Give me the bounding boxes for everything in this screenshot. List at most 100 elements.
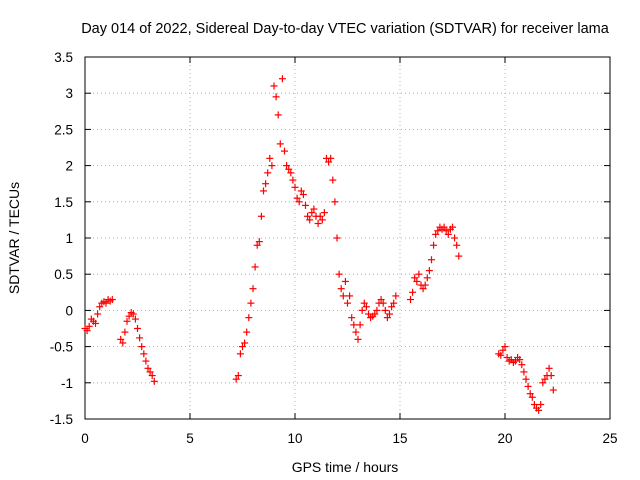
data-point (297, 187, 305, 195)
data-point (148, 372, 156, 380)
data-point (268, 162, 276, 170)
data-point (327, 154, 335, 162)
data-point (423, 274, 431, 282)
data-point (442, 227, 450, 235)
y-tick-label: 0 (65, 303, 73, 318)
data-point (272, 93, 280, 101)
y-tick-label: 0.5 (54, 267, 73, 282)
data-point (430, 241, 438, 249)
data-point (373, 306, 381, 314)
data-point (295, 198, 303, 206)
data-point (386, 310, 393, 318)
x-tick-label: 20 (497, 431, 512, 446)
data-point (232, 375, 240, 383)
data-point (121, 328, 129, 336)
data-point (547, 372, 555, 380)
data-point (503, 353, 511, 361)
data-point (274, 111, 282, 119)
plot-frame (84, 56, 611, 420)
data-point (331, 198, 339, 206)
data-point (451, 234, 459, 242)
data-point (316, 212, 324, 220)
data-point (306, 216, 314, 224)
data-point (325, 158, 333, 166)
data-point (289, 176, 297, 184)
data-point (337, 285, 345, 293)
data-point (291, 183, 299, 191)
data-point (409, 288, 417, 296)
data-point (411, 274, 419, 282)
data-point (379, 299, 387, 307)
data-point (310, 205, 318, 213)
data-point (362, 303, 370, 311)
data-point (360, 299, 368, 307)
data-point (138, 343, 146, 351)
data-point (499, 346, 507, 354)
data-point (257, 212, 265, 220)
x-tick-label: 5 (186, 431, 194, 446)
data-point (545, 364, 553, 372)
x-tick-label: 15 (392, 431, 407, 446)
data-point (377, 296, 385, 304)
data-point (94, 310, 102, 318)
data-point (501, 343, 509, 351)
data-point (329, 176, 337, 184)
y-tick-label: -1 (61, 376, 73, 391)
data-point (85, 322, 93, 330)
data-point (314, 220, 322, 228)
data-point (354, 335, 362, 343)
data-point (407, 296, 414, 304)
data-point (262, 180, 270, 188)
data-point (243, 328, 251, 336)
data-point (344, 299, 351, 307)
data-point (541, 375, 549, 383)
y-tick-label: 3.5 (54, 50, 73, 65)
data-point (444, 230, 452, 238)
data-point (516, 356, 524, 364)
data-point (350, 321, 358, 329)
data-point (415, 270, 423, 278)
data-point (302, 201, 309, 209)
x-tick-label: 0 (81, 431, 89, 446)
data-point (266, 154, 274, 162)
y-tick-label: 2.5 (54, 122, 73, 137)
data-point (123, 317, 131, 325)
data-point (352, 328, 360, 336)
data-point (539, 379, 547, 387)
data-point (83, 327, 91, 335)
data-point (390, 299, 398, 307)
data-point (234, 372, 242, 380)
y-tick-label: 3 (65, 86, 73, 101)
data-point (236, 350, 244, 358)
data-point (108, 296, 116, 304)
data-point (365, 310, 372, 318)
data-point (356, 321, 364, 329)
data-point (346, 292, 354, 300)
data-point (520, 368, 528, 376)
data-point (449, 223, 456, 231)
chart-title: Day 014 of 2022, Sidereal Day-to-day VTE… (81, 21, 610, 37)
x-tick-label: 25 (602, 431, 617, 446)
data-point (358, 306, 366, 314)
data-point (318, 216, 326, 224)
data-point (392, 292, 400, 300)
data-point (283, 162, 291, 170)
data-point (299, 191, 307, 199)
y-tick-label: 1 (65, 231, 73, 246)
data-point (549, 386, 557, 394)
data-point (129, 310, 137, 318)
y-axis-label: SDTVAR / TECUs (6, 182, 22, 294)
data-point (535, 406, 543, 414)
data-point (528, 393, 536, 401)
data-point (119, 339, 127, 347)
data-point (304, 212, 312, 220)
data-point (434, 227, 442, 235)
grid (85, 57, 610, 419)
data-point (142, 357, 150, 365)
y-tick-label: 1.5 (54, 195, 73, 210)
data-point (278, 75, 286, 83)
data-point (413, 277, 421, 285)
data-point (383, 314, 391, 322)
data-point (117, 335, 125, 343)
data-point (245, 314, 253, 322)
